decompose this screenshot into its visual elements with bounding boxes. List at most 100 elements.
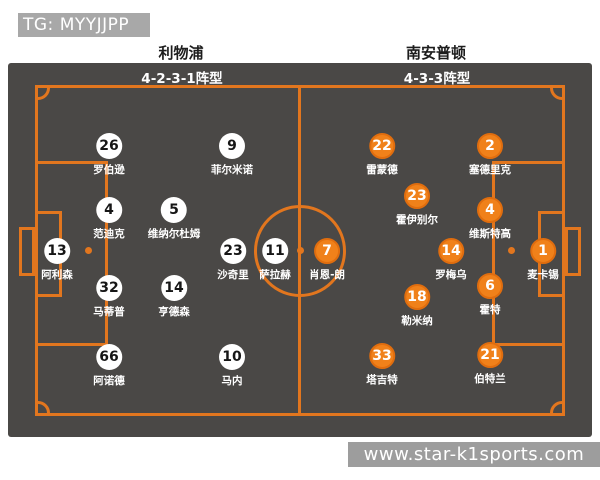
- player-marker: 66 阿诺德: [93, 344, 125, 388]
- player-shirt-number: 1: [530, 238, 556, 264]
- player-name-label: 霍伊别尔: [396, 214, 438, 226]
- player-marker: 22 雷蒙德: [366, 133, 398, 177]
- telegram-banner-text: TG: MYYJJPP: [23, 15, 130, 35]
- player-name-label: 亨德森: [158, 306, 190, 318]
- player-name-label: 马蒂普: [93, 306, 125, 318]
- player-shirt-number: 13: [44, 238, 70, 264]
- player-name-label: 沙奇里: [217, 269, 249, 281]
- player-marker: 4 维斯特高: [469, 197, 511, 241]
- player-number: 18: [407, 289, 427, 305]
- player-marker: 18 勒米纳: [401, 284, 433, 328]
- pitch-outline: [35, 85, 565, 416]
- center-spot: [296, 247, 304, 254]
- player-number: 33: [372, 348, 392, 364]
- player-number: 10: [222, 349, 242, 365]
- player-marker: 23 沙奇里: [217, 238, 249, 282]
- player-name-label: 菲尔米诺: [211, 164, 253, 176]
- player-marker: 26 罗伯逊: [93, 133, 125, 177]
- penalty-spot-left: [85, 247, 92, 254]
- player-shirt-number: 14: [438, 238, 464, 264]
- player-number: 14: [441, 243, 461, 259]
- player-shirt-number: 5: [161, 197, 187, 223]
- player-marker: 10 马内: [219, 344, 245, 388]
- player-shirt-number: 32: [96, 275, 122, 301]
- player-marker: 9 菲尔米诺: [211, 133, 253, 177]
- player-name-label: 伯特兰: [474, 373, 506, 385]
- player-name-label: 塔吉特: [366, 374, 398, 386]
- player-number: 22: [372, 138, 392, 154]
- player-shirt-number: 9: [219, 133, 245, 159]
- player-shirt-number: 66: [96, 344, 122, 370]
- player-number: 23: [407, 188, 427, 204]
- player-name-label: 罗梅乌: [435, 269, 467, 281]
- player-shirt-number: 23: [404, 183, 430, 209]
- pitch-container: 4-2-3-1阵型 4-3-3阵型 13 阿利森 26 罗伯逊: [8, 63, 592, 437]
- player-shirt-number: 4: [96, 197, 122, 223]
- player-name-label: 罗伯逊: [93, 164, 125, 176]
- player-name-label: 阿诺德: [93, 375, 125, 387]
- corner-arc-top-right: [550, 88, 562, 100]
- player-marker: 5 维纳尔杜姆: [147, 197, 201, 241]
- player-marker: 6 霍特: [477, 273, 503, 317]
- player-shirt-number: 22: [369, 133, 395, 159]
- corner-arc-bottom-left: [38, 401, 50, 413]
- player-shirt-number: 11: [262, 238, 288, 264]
- website-banner-text: www.star-k1sports.com: [363, 444, 585, 465]
- player-shirt-number: 18: [404, 284, 430, 310]
- away-formation-label: 4-3-3阵型: [403, 71, 471, 87]
- player-shirt-number: 21: [477, 342, 503, 368]
- player-number: 26: [99, 138, 119, 154]
- player-number: 7: [322, 243, 332, 259]
- player-number: 6: [485, 278, 495, 294]
- player-shirt-number: 14: [161, 275, 187, 301]
- player-shirt-number: 6: [477, 273, 503, 299]
- player-number: 66: [99, 349, 119, 365]
- website-banner: www.star-k1sports.com: [348, 442, 600, 467]
- player-marker: 4 范迪克: [93, 197, 125, 241]
- player-marker: 13 阿利森: [41, 238, 73, 282]
- player-shirt-number: 2: [477, 133, 503, 159]
- telegram-banner: TG: MYYJJPP: [18, 13, 150, 37]
- player-number: 1: [538, 243, 548, 259]
- penalty-area-right: [492, 161, 562, 346]
- home-team-name: 利物浦: [158, 44, 204, 62]
- player-shirt-number: 23: [220, 238, 246, 264]
- player-marker: 14 罗梅乌: [435, 238, 467, 282]
- player-name-label: 萨拉赫: [259, 269, 291, 281]
- player-marker: 33 塔吉特: [366, 343, 398, 387]
- player-number: 9: [227, 138, 237, 154]
- player-shirt-number: 26: [96, 133, 122, 159]
- home-formation-label: 4-2-3-1阵型: [141, 71, 223, 87]
- player-number: 32: [99, 280, 119, 296]
- player-marker: 1 麦卡锡: [527, 238, 559, 282]
- player-number: 11: [265, 243, 285, 259]
- player-name-label: 维斯特高: [469, 228, 511, 240]
- player-marker: 32 马蒂普: [93, 275, 125, 319]
- corner-arc-bottom-right: [550, 401, 562, 413]
- player-name-label: 麦卡锡: [527, 269, 559, 281]
- player-number: 23: [223, 243, 243, 259]
- player-name-label: 塞德里克: [469, 164, 511, 176]
- player-number: 5: [169, 202, 179, 218]
- player-number: 21: [480, 347, 500, 363]
- player-name-label: 勒米纳: [401, 315, 433, 327]
- player-name-label: 维纳尔杜姆: [147, 228, 201, 240]
- player-number: 4: [485, 202, 495, 218]
- penalty-area-left: [38, 161, 108, 346]
- player-name-label: 阿利森: [41, 269, 73, 281]
- player-number: 4: [104, 202, 114, 218]
- player-shirt-number: 4: [477, 197, 503, 223]
- player-shirt-number: 7: [313, 238, 340, 264]
- player-name-label: 范迪克: [93, 228, 125, 240]
- player-marker: 23 霍伊别尔: [396, 183, 438, 227]
- player-number: 14: [164, 280, 184, 296]
- center-circle: [254, 204, 346, 297]
- player-name-label: 雷蒙德: [366, 164, 398, 176]
- corner-arc-top-left: [38, 88, 50, 100]
- player-marker: 11 萨拉赫: [259, 238, 291, 282]
- player-marker: 7 肖恩-朗: [309, 238, 345, 282]
- away-team-name: 南安普顿: [405, 44, 467, 62]
- player-shirt-number: 10: [219, 344, 245, 370]
- penalty-spot-right: [508, 247, 515, 254]
